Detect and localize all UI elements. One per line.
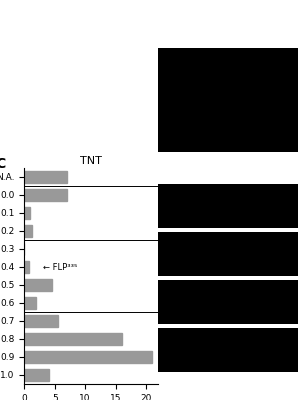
- Bar: [24, 171, 67, 183]
- Bar: [24, 297, 36, 309]
- Bar: [24, 207, 30, 219]
- Bar: [24, 315, 58, 327]
- Bar: [24, 351, 152, 363]
- Bar: [24, 189, 67, 201]
- Text: C: C: [0, 157, 5, 171]
- Bar: [24, 225, 32, 237]
- Bar: [24, 261, 29, 273]
- Bar: [24, 333, 122, 345]
- Bar: [24, 279, 52, 291]
- Title: TNT: TNT: [80, 156, 102, 166]
- Text: ← FLP³³⁵: ← FLP³³⁵: [43, 262, 77, 272]
- Bar: [24, 369, 49, 381]
